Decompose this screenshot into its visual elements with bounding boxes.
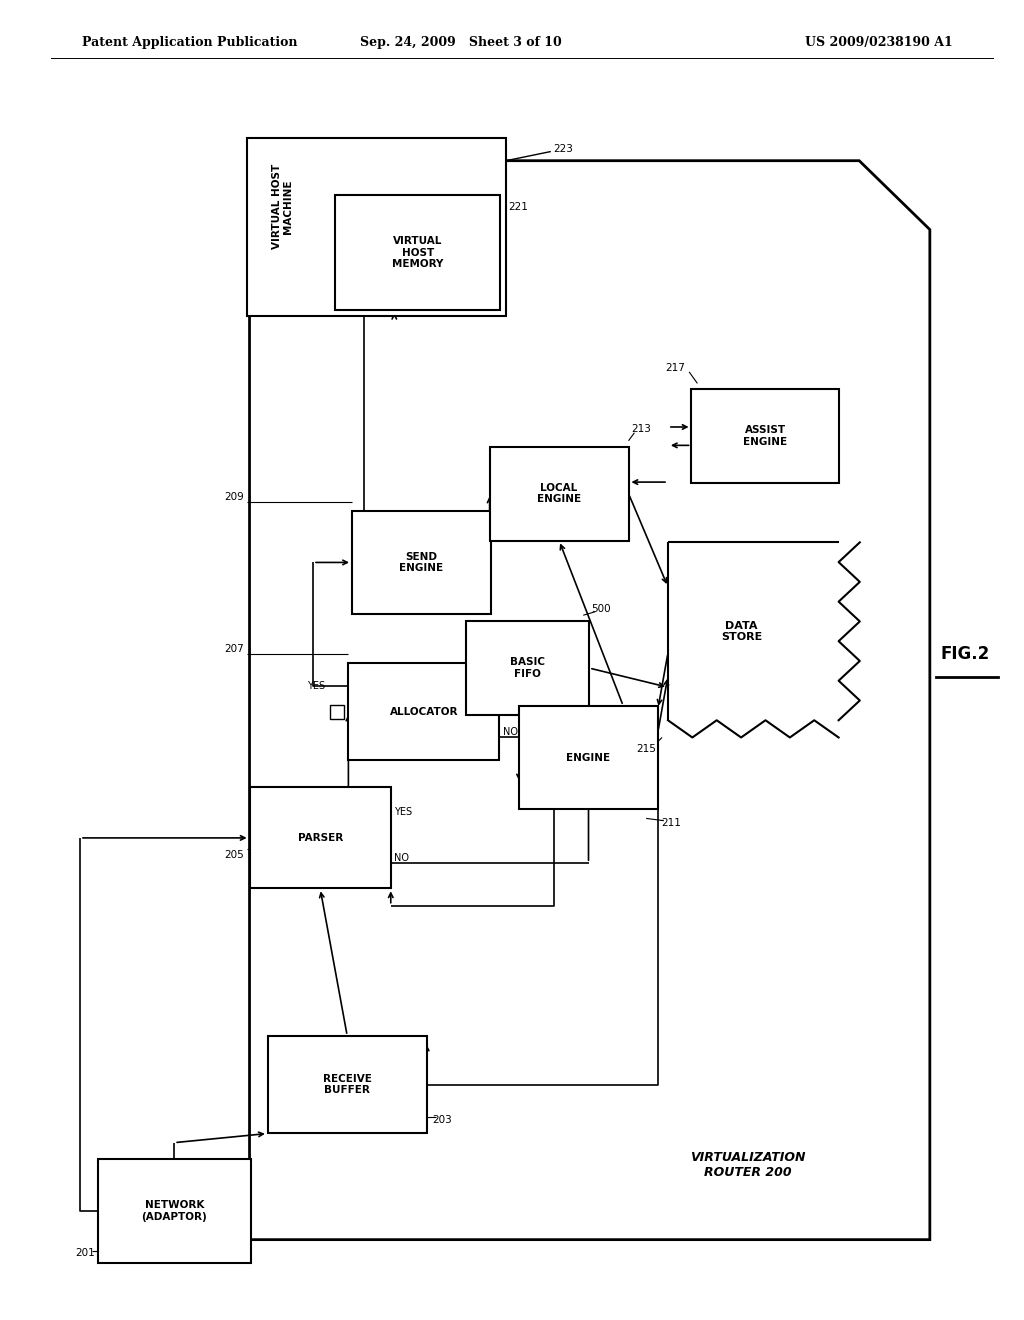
Text: NO: NO (394, 853, 410, 863)
Text: VIRTUALIZATION
ROUTER 200: VIRTUALIZATION ROUTER 200 (689, 1151, 805, 1179)
Bar (247, 137, 506, 315)
Bar (267, 1036, 427, 1134)
Text: RECEIVE
BUFFER: RECEIVE BUFFER (323, 1074, 372, 1096)
Text: VIRTUAL
HOST
MEMORY: VIRTUAL HOST MEMORY (392, 236, 443, 269)
Bar (330, 705, 344, 718)
Text: 215: 215 (636, 744, 656, 754)
Text: 207: 207 (224, 644, 244, 655)
Text: Sep. 24, 2009   Sheet 3 of 10: Sep. 24, 2009 Sheet 3 of 10 (359, 36, 562, 49)
Bar (519, 706, 658, 809)
Text: LOCAL
ENGINE: LOCAL ENGINE (537, 483, 582, 504)
Text: 201: 201 (76, 1249, 95, 1258)
Text: 223: 223 (553, 144, 573, 154)
Bar (97, 1159, 251, 1263)
Text: VIRTUAL HOST
MACHINE: VIRTUAL HOST MACHINE (271, 164, 293, 249)
Bar (691, 389, 839, 483)
Text: YES: YES (394, 807, 413, 817)
Text: 209: 209 (224, 492, 244, 502)
Text: 203: 203 (432, 1114, 453, 1125)
Bar (352, 511, 490, 614)
Text: Patent Application Publication: Patent Application Publication (82, 36, 297, 49)
Bar (336, 195, 501, 310)
Text: YES: YES (307, 681, 326, 690)
Bar (250, 788, 391, 888)
Text: US 2009/0238190 A1: US 2009/0238190 A1 (805, 36, 952, 49)
Text: PARSER: PARSER (298, 833, 343, 843)
Text: SEND
ENGINE: SEND ENGINE (399, 552, 443, 573)
Bar (466, 620, 589, 715)
Text: BASIC
FIFO: BASIC FIFO (510, 657, 545, 678)
Text: NO: NO (503, 726, 517, 737)
Text: 211: 211 (662, 818, 681, 828)
Text: 213: 213 (631, 424, 651, 434)
Bar (348, 663, 499, 760)
Text: ENGINE: ENGINE (566, 752, 610, 763)
Text: ASSIST
ENGINE: ASSIST ENGINE (743, 425, 787, 447)
Text: ALLOCATOR: ALLOCATOR (389, 706, 458, 717)
Text: FIG.2: FIG.2 (940, 645, 990, 663)
Text: 205: 205 (224, 850, 244, 861)
Text: NETWORK
(ADAPTOR): NETWORK (ADAPTOR) (141, 1200, 207, 1222)
Text: DATA
STORE: DATA STORE (721, 620, 762, 642)
Bar (489, 446, 629, 541)
Text: 500: 500 (592, 605, 611, 615)
Text: 221: 221 (509, 202, 528, 211)
Text: 217: 217 (666, 363, 686, 374)
